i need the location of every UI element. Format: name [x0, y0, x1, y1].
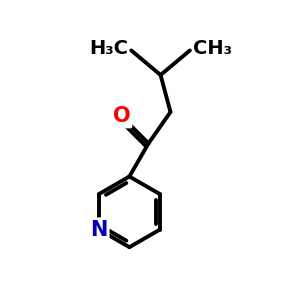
Text: N: N	[90, 220, 107, 239]
Text: O: O	[112, 106, 130, 126]
Text: CH₃: CH₃	[193, 39, 232, 58]
Text: H₃C: H₃C	[89, 39, 128, 58]
